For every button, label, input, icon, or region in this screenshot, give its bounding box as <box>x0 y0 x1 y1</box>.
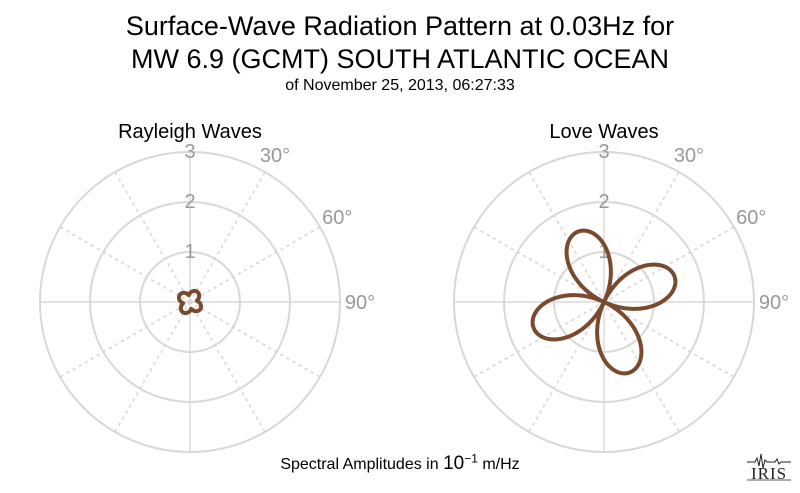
units-base: 10 <box>443 453 465 474</box>
rayleigh-waves-ring-1 <box>139 251 241 353</box>
rayleigh-waves-spoke-300 <box>59 226 191 303</box>
love-waves-radial-tick-3: 3 <box>598 141 609 163</box>
rayleigh-waves-radial-tick-1: 1 <box>184 241 195 263</box>
amplitude-units-label: Spectral Amplitudes in 10−1 m/Hz <box>0 452 800 477</box>
chart-title-line1: Surface-Wave Radiation Pattern at 0.03Hz… <box>125 11 675 41</box>
rayleigh-waves-angle-tick-90: 90° <box>345 292 375 314</box>
logo-text: IRIS <box>751 464 787 483</box>
rayleigh-waves-ring-2 <box>89 201 291 403</box>
rayleigh-waves-radiation-curve <box>176 288 204 316</box>
love-waves-radiation-curve <box>530 228 678 376</box>
chart-subtitle: of November 25, 2013, 06:27:33 <box>285 77 515 94</box>
love-waves-ring-2 <box>503 201 705 403</box>
seismogram-icon <box>747 453 791 469</box>
love-waves-angle-tick-90: 90° <box>759 292 789 314</box>
love-waves-angle-tick-30: 30° <box>674 145 704 167</box>
rayleigh-waves-radial-tick-3: 3 <box>184 141 195 163</box>
love-waves-angle-tick-60: 60° <box>736 207 766 229</box>
rayleigh-waves-panel-title: Rayleigh Waves <box>118 121 262 143</box>
rayleigh-waves-angle-tick-60: 60° <box>322 207 352 229</box>
love-waves-radial-tick-2: 2 <box>598 191 609 213</box>
love-waves-spoke-330 <box>528 171 605 303</box>
love-waves-spoke-240 <box>473 301 605 378</box>
rayleigh-waves-spoke-120 <box>189 301 321 378</box>
rayleigh-waves-spoke-60 <box>189 226 321 303</box>
rayleigh-waves-spoke-240 <box>59 301 191 378</box>
rayleigh-waves-spoke-210 <box>114 301 191 433</box>
rayleigh-waves-radial-tick-2: 2 <box>184 191 195 213</box>
units-unit: m/Hz <box>477 456 520 473</box>
chart-title-line2: MW 6.9 (GCMT) SOUTH ATLANTIC OCEAN <box>130 44 670 74</box>
love-waves-spoke-150 <box>603 301 680 433</box>
units-prefix: Spectral Amplitudes in <box>280 456 444 473</box>
iris-logo: IRIS <box>747 453 791 483</box>
love-waves-ring-1 <box>553 251 655 353</box>
rayleigh-waves-spoke-330 <box>114 171 191 303</box>
rayleigh-waves-angle-tick-30: 30° <box>260 145 290 167</box>
rayleigh-waves-ring-3 <box>39 151 341 453</box>
units-exponent: −1 <box>464 451 478 466</box>
love-waves-ring-3 <box>453 151 755 453</box>
love-waves-spoke-60 <box>603 226 735 303</box>
rayleigh-waves-spoke-150 <box>189 301 266 433</box>
love-waves-panel-title: Love Waves <box>549 121 658 143</box>
love-waves-radial-tick-1: 1 <box>598 241 609 263</box>
rayleigh-waves-spoke-30 <box>189 171 266 303</box>
